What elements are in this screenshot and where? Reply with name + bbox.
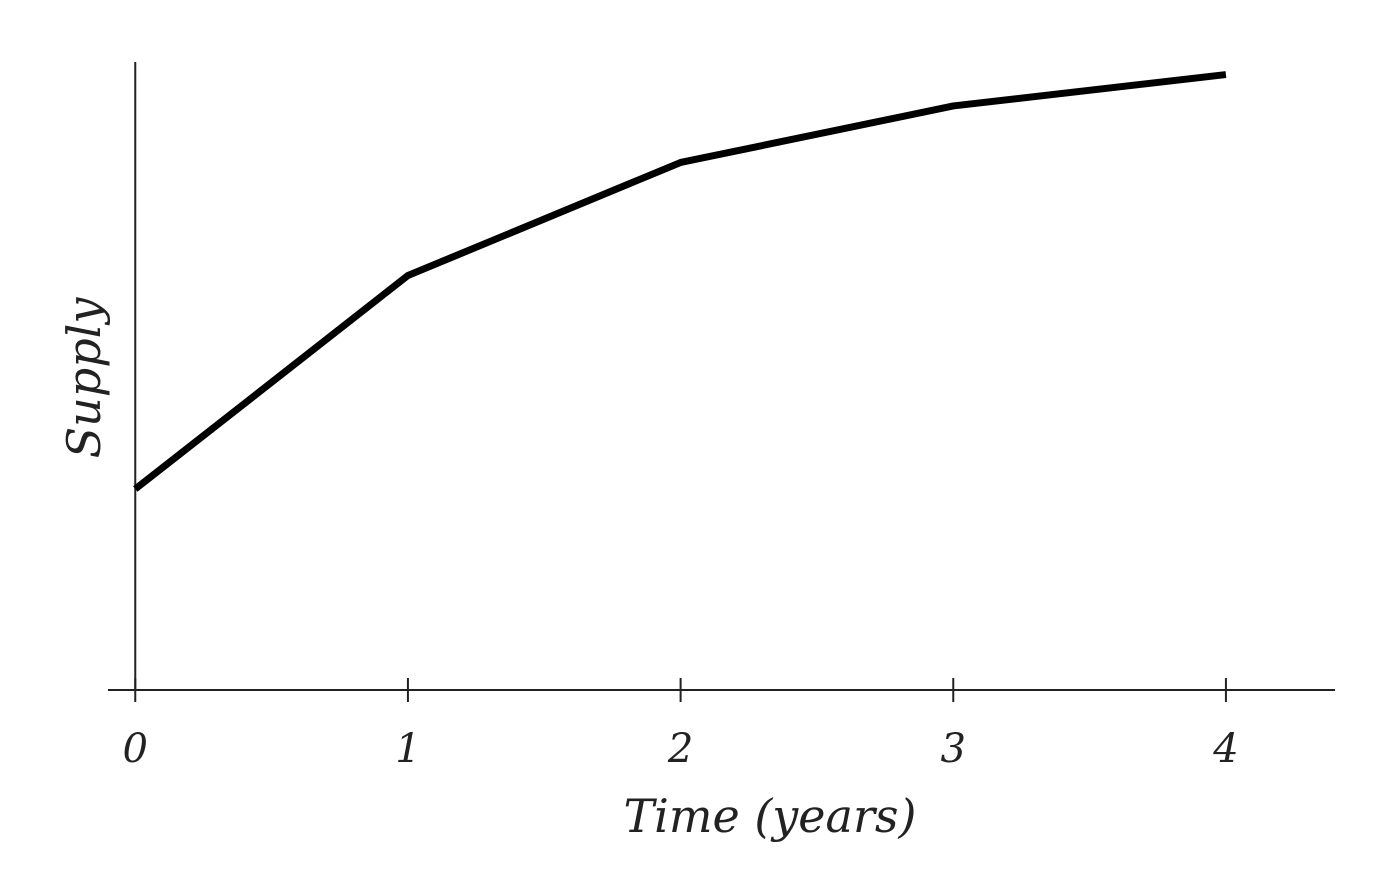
x-tick-label: 2 bbox=[667, 726, 693, 772]
x-tick-label: 4 bbox=[1212, 726, 1238, 772]
x-tick-label: 0 bbox=[123, 726, 148, 772]
x-tick-label: 3 bbox=[941, 726, 966, 772]
x-axis-label: Time (years) bbox=[624, 789, 917, 843]
x-tick-label: 1 bbox=[395, 726, 420, 772]
y-axis-label: Supply bbox=[57, 297, 111, 459]
line bbox=[133, 71, 1227, 492]
